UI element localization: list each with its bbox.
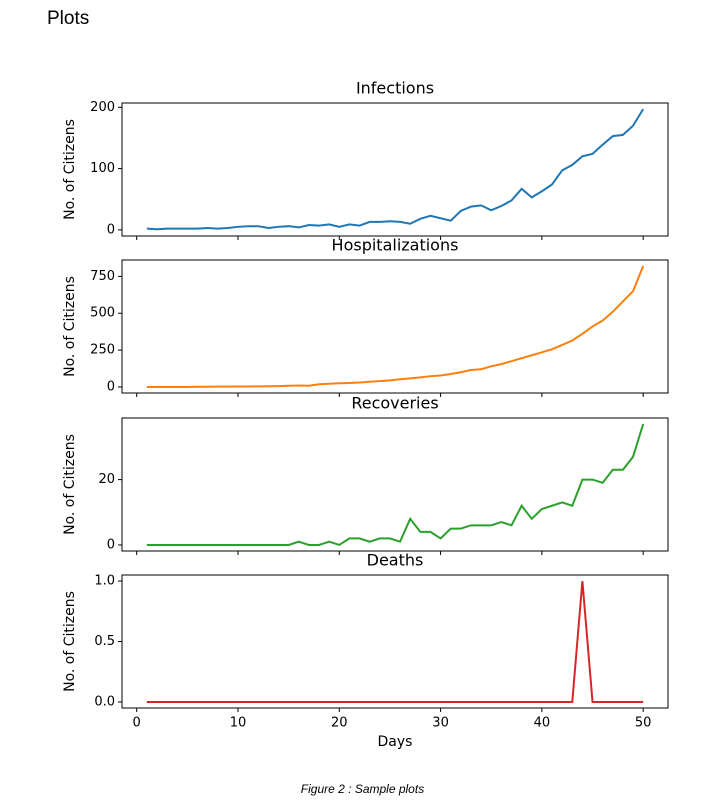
plot-frame <box>121 574 669 709</box>
x-tick-label: 20 <box>331 716 348 731</box>
y-tick-label: 0.0 <box>94 694 115 709</box>
y-tick-label: 200 <box>90 100 115 115</box>
y-axis-label: No. of Citizens <box>62 119 78 220</box>
chart-title: Recoveries <box>351 394 438 413</box>
x-tick-label: 40 <box>534 716 551 731</box>
y-tick-label: 250 <box>90 343 115 358</box>
heading: Plots <box>47 8 90 29</box>
plot-frame <box>121 259 669 394</box>
plot-frame <box>121 417 669 552</box>
y-tick-label: 0.5 <box>94 634 115 649</box>
y-axis-label: No. of Citizens <box>62 591 78 692</box>
data-line <box>146 580 644 703</box>
data-line <box>146 265 645 388</box>
x-tick-label: 0 <box>133 716 141 731</box>
x-tick-label: 30 <box>432 716 449 731</box>
y-tick-label: 0 <box>107 537 115 552</box>
data-line <box>146 423 645 547</box>
y-axis-label: No. of Citizens <box>62 434 78 535</box>
x-axis-label: Days <box>378 734 413 750</box>
y-tick-label: 1.0 <box>94 574 115 589</box>
chart-title: Hospitalizations <box>332 236 459 255</box>
y-tick-label: 500 <box>90 306 115 321</box>
plot-frame <box>121 102 669 237</box>
y-tick-label: 100 <box>90 161 115 176</box>
chart-title: Infections <box>356 79 434 98</box>
caption: Figure 2 : Sample plots <box>300 782 425 796</box>
chart-title: Deaths <box>367 551 424 570</box>
x-tick-label: 50 <box>635 716 652 731</box>
y-tick-label: 750 <box>90 269 115 284</box>
y-tick-label: 0 <box>107 379 115 394</box>
y-tick-label: 0 <box>107 222 115 237</box>
data-line <box>146 108 645 231</box>
y-axis-label: No. of Citizens <box>62 276 78 377</box>
y-tick-label: 20 <box>98 472 115 487</box>
x-tick-label: 10 <box>230 716 247 731</box>
